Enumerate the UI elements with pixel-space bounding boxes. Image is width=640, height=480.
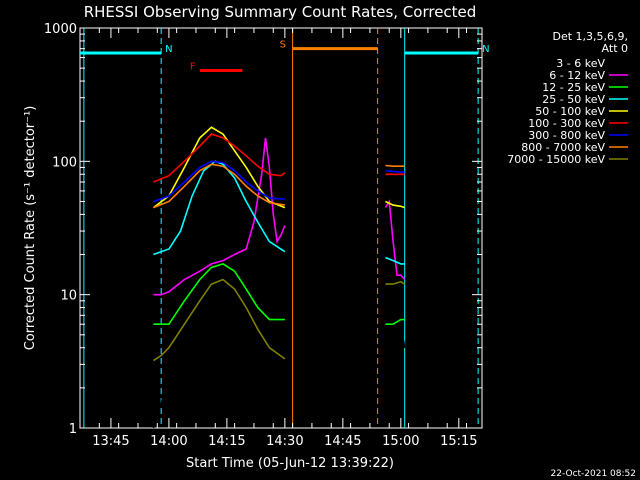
legend-entry-label: 7000 - 15000 keV — [507, 153, 605, 166]
series-line — [385, 318, 405, 326]
series-line — [153, 163, 286, 209]
series-line — [385, 200, 405, 209]
series-line — [384, 199, 406, 281]
flag-bars: N N F S — [80, 40, 490, 73]
legend-entry-label: 3 - 6 keV — [556, 57, 605, 70]
flag-label: F — [190, 62, 196, 73]
series-line — [153, 137, 286, 296]
y-tick-label: 100 — [52, 155, 77, 170]
legend-header: Att 0 — [602, 42, 628, 55]
legend-entry-label: 800 - 7000 keV — [521, 141, 605, 154]
y-axis-label: Corrected Count Rate (s⁻¹ detector⁻¹) — [23, 106, 38, 351]
footer-date: 22-Oct-2021 08:52 — [551, 469, 636, 479]
series-line — [385, 164, 405, 167]
series-line — [152, 126, 286, 209]
x-axis-label: Start Time (05-Jun-12 13:39:22) — [186, 456, 394, 471]
x-tick-label: 14:00 — [150, 434, 187, 449]
legend-entry-label: 12 - 25 keV — [542, 81, 605, 94]
x-tick-label: 15:15 — [440, 434, 477, 449]
legend-entry-label: 50 - 100 keV — [535, 105, 605, 118]
series-line — [385, 280, 406, 285]
y-tick-label: 1 — [69, 422, 77, 437]
legend-entry-label: 25 - 50 keV — [542, 93, 605, 106]
series-line — [153, 133, 286, 183]
flag-label: N — [482, 44, 489, 55]
legend-entry-label: 100 - 300 keV — [528, 117, 605, 130]
x-axis: 13:45 14:00 14:15 14:30 14:45 15:00 15:15 — [79, 28, 478, 449]
x-tick-label: 14:30 — [266, 434, 303, 449]
x-tick-label: 15:00 — [382, 434, 419, 449]
legend-entry-label: 300 - 800 keV — [528, 129, 605, 142]
series-line — [153, 160, 285, 203]
flag-label: S — [280, 40, 286, 51]
y-tick-label: 1000 — [44, 22, 77, 37]
x-tick-label: 14:15 — [208, 434, 245, 449]
series-line — [384, 214, 406, 348]
x-tick-label: 13:45 — [92, 434, 129, 449]
plot-frame — [79, 27, 483, 429]
legend-entry-label: 6 - 12 keV — [549, 69, 605, 82]
series-lines — [152, 126, 406, 429]
vertical-markers — [83, 28, 479, 428]
y-tick-label: 10 — [60, 289, 77, 304]
series-line — [153, 160, 286, 256]
series-line — [385, 169, 405, 173]
chart-title: RHESSI Observing Summary Count Rates, Co… — [84, 3, 477, 21]
legend-header: Det 1,3,5,6,9, — [552, 30, 628, 43]
series-line — [153, 263, 285, 326]
series-line — [152, 278, 286, 362]
series-line — [385, 256, 405, 265]
x-tick-label: 14:45 — [324, 434, 361, 449]
y-axis: 1 10 100 1000 — [44, 22, 482, 437]
flag-label: N — [165, 44, 172, 55]
